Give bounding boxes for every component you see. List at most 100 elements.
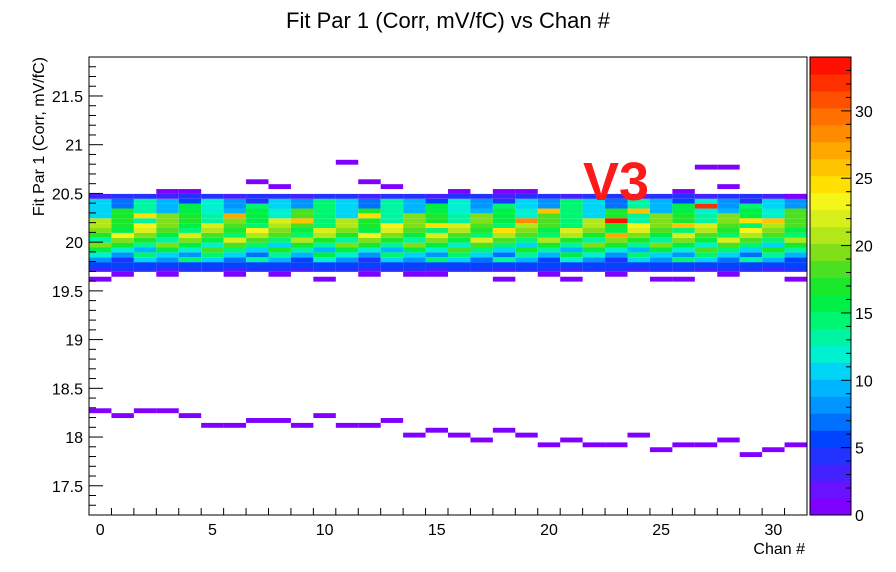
heatmap-bin [290,193,314,199]
heatmap-bin [380,262,404,267]
heatmap-bin [717,208,740,214]
heatmap-bin [694,252,718,258]
x-tick-label: 30 [764,522,782,539]
heatmap-bin [358,252,381,258]
color-scale-segment [810,243,851,262]
heatmap-bin [582,442,606,448]
heatmap-bin [492,232,516,238]
heatmap-bin [672,228,695,233]
heatmap-bin [425,257,448,263]
heatmap-bin [178,413,202,419]
heatmap-bin [649,247,673,253]
heatmap-bin [605,442,628,448]
heatmap-bin [605,232,628,238]
heatmap-bin [358,223,381,229]
heatmap-bin [268,262,291,267]
heatmap-bin [582,247,606,253]
heatmap-bin [89,267,112,272]
heatmap-bin [672,213,695,219]
y-tick-label: 18 [65,430,83,447]
heatmap-bin [178,237,202,243]
heatmap-bin [246,242,269,248]
color-scale-segment [810,396,851,414]
heatmap-bin [380,418,404,423]
heatmap-bin [178,198,202,204]
heatmap-bin [649,228,673,233]
heatmap-bin [111,271,134,277]
heatmap-bin [515,223,538,229]
heatmap-bin [717,218,740,224]
heatmap-bin [582,193,606,199]
heatmap-bin [784,267,807,272]
color-scale-tick-label: 5 [855,441,864,458]
x-tick-label: 10 [316,522,334,539]
heatmap-bin [335,237,359,243]
heatmap-bin [537,257,561,263]
heatmap-bin [133,203,157,209]
heatmap-bin [89,193,112,199]
heatmap-bin [537,262,561,267]
heatmap-bin [358,271,381,277]
heatmap-bin [156,193,179,199]
heatmap-bin [403,213,426,219]
heatmap-bin [515,232,538,238]
heatmap-bin [448,252,471,258]
heatmap-bin [425,208,448,214]
heatmap-bin [246,228,269,233]
color-scale-segment [810,277,851,295]
heatmap-bin [246,418,269,423]
heatmap-bin [605,242,628,248]
heatmap-bin [537,267,561,272]
heatmap-bin [335,218,359,224]
heatmap-bin [515,247,538,253]
heatmap-bin [178,208,202,214]
heatmap-bin [627,218,650,224]
heatmap-bin [762,262,785,267]
heatmap-bin [492,262,516,267]
heatmap-bin [111,228,134,233]
heatmap-bin [717,437,740,443]
heatmap-bin [201,232,224,238]
heatmap-bin [425,232,448,238]
heatmap-bin [537,228,561,233]
heatmap-bin [784,262,807,267]
color-scale-segment [810,481,851,499]
heatmap-bin [694,198,718,204]
heatmap-bin [111,252,134,258]
heatmap-bin [739,223,763,229]
heatmap-bin [515,237,538,243]
heatmap-bin [470,213,493,219]
heatmap-bin [672,267,695,272]
heatmap-bin [582,203,606,209]
heatmap-bin [425,228,448,233]
heatmap-bin [515,213,538,219]
y-axis-label: Fit Par 1 (Corr, mV/fC) [31,57,48,216]
heatmap-bin [425,237,448,243]
heatmap-bin [492,198,516,204]
heatmap-bin [133,267,157,272]
heatmap-bin [89,237,112,243]
heatmap-bin [290,237,314,243]
heatmap-bin [717,184,740,190]
heatmap-bin [425,223,448,229]
heatmap-bin [89,203,112,209]
heatmap-bin [89,223,112,229]
color-scale-segment [810,192,851,211]
heatmap-bin [380,242,404,248]
heatmap-bin [739,232,763,238]
heatmap-bin [156,228,179,233]
heatmap-bin [201,242,224,248]
heatmap-bin [111,223,134,229]
heatmap-bin [313,193,336,199]
heatmap-bin [448,267,471,272]
heatmap-bin [290,218,314,224]
heatmap-bin [290,198,314,204]
heatmap-bin [178,252,202,258]
color-scale-segment [810,226,851,245]
heatmap-bin [784,442,807,448]
heatmap-bin [739,257,763,263]
heatmap-bin [403,228,426,233]
heatmap-bin [133,228,157,233]
heatmap-bin [739,198,763,204]
color-scale-tick-label: 20 [855,239,873,256]
